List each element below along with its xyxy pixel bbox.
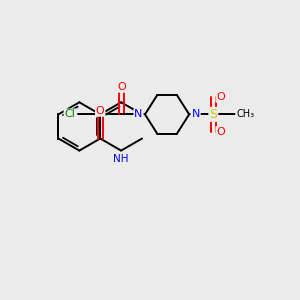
Text: O: O <box>216 92 225 102</box>
Text: CH₃: CH₃ <box>236 110 254 119</box>
Text: O: O <box>117 82 126 92</box>
Text: O: O <box>216 127 225 137</box>
Text: N: N <box>134 110 143 119</box>
Text: N: N <box>191 110 200 119</box>
Text: NH: NH <box>113 154 129 164</box>
Text: O: O <box>96 106 105 116</box>
Text: Cl: Cl <box>64 110 75 119</box>
Text: S: S <box>209 108 217 121</box>
